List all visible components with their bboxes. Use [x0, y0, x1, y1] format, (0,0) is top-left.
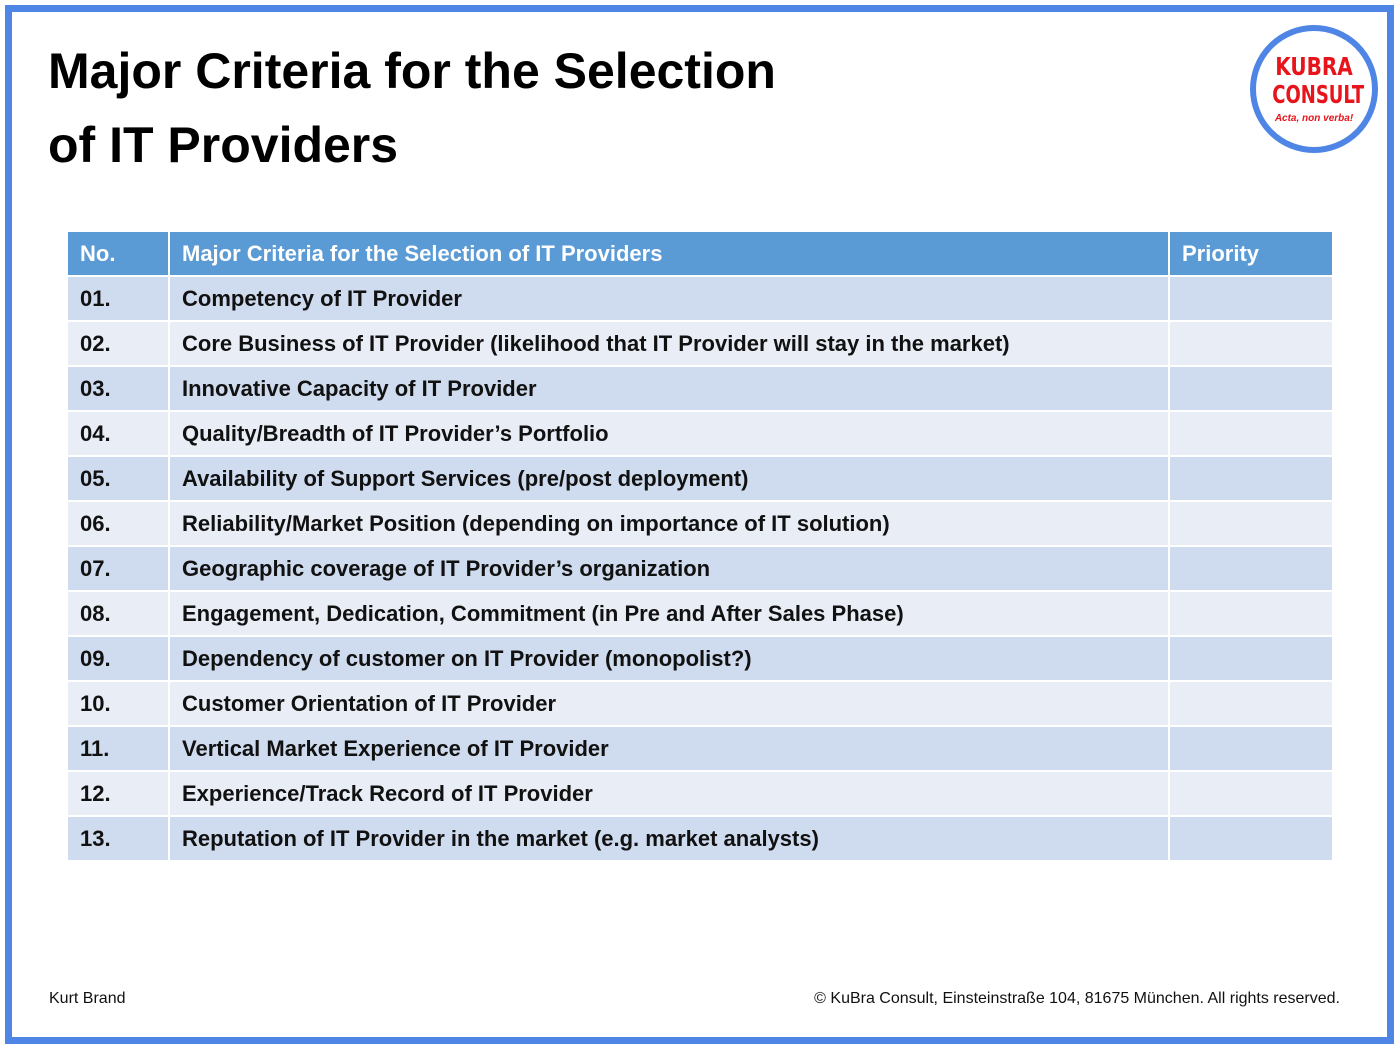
column-header: No. [66, 230, 170, 277]
criterion: Core Business of IT Provider (likelihood… [168, 320, 1170, 367]
priority-cell [1168, 545, 1334, 592]
column-header: Major Criteria for the Selection of IT P… [168, 230, 1170, 277]
table-row: 06. Reliability/Market Position (dependin… [66, 500, 1334, 547]
criterion: Availability of Support Services (pre/po… [168, 455, 1170, 502]
criterion: Geographic coverage of IT Provider’s org… [168, 545, 1170, 592]
logo-text: KUBRA [1275, 52, 1353, 81]
table-row: 01. Competency of IT Provider [66, 275, 1334, 322]
priority-cell [1168, 410, 1334, 457]
priority-cell [1168, 365, 1334, 412]
table-row: 08. Engagement, Dedication, Commitment (i… [66, 590, 1334, 637]
priority-cell [1168, 275, 1334, 322]
criterion: Dependency of customer on IT Provider (m… [168, 635, 1170, 682]
row-number: 09. [66, 635, 170, 682]
priority-cell [1168, 500, 1334, 547]
footer-author: Kurt Brand [49, 990, 126, 1007]
criterion: Innovative Capacity of IT Provider [168, 365, 1170, 412]
criterion: Reputation of IT Provider in the market … [168, 815, 1170, 862]
priority-cell [1168, 320, 1334, 367]
table-row: 04. Quality/Breadth of IT Provider’s Port… [66, 410, 1334, 457]
footer-copyright: © KuBra Consult, Einsteinstraße 104, 816… [814, 990, 1340, 1007]
priority-cell [1168, 725, 1334, 772]
row-number: 13. [66, 815, 170, 862]
criterion: Engagement, Dedication, Commitment (in P… [168, 590, 1170, 637]
table-row: 05. Availability of Support Services (pre… [66, 455, 1334, 502]
criterion: Customer Orientation of IT Provider [168, 680, 1170, 727]
row-number: 10. [66, 680, 170, 727]
row-number: 11. [66, 725, 170, 772]
criterion: Quality/Breadth of IT Provider’s Portfol… [168, 410, 1170, 457]
table-row: 12. Experience/Track Record of IT Provide… [66, 770, 1334, 817]
row-number: 08. [66, 590, 170, 637]
table-row: 13. Reputation of IT Provider in the mark… [66, 815, 1334, 862]
priority-cell [1168, 590, 1334, 637]
row-number: 05. [66, 455, 170, 502]
logo-text: CONSULT [1272, 80, 1365, 109]
criterion: Reliability/Market Position (depending o… [168, 500, 1170, 547]
priority-cell [1168, 455, 1334, 502]
table-row: 11. Vertical Market Experience of IT Prov… [66, 725, 1334, 772]
priority-cell [1168, 680, 1334, 727]
criteria-table: No. Major Criteria for the Selection of … [66, 230, 1334, 862]
header-row: No. Major Criteria for the Selection of … [66, 230, 1334, 277]
row-number: 04. [66, 410, 170, 457]
priority-cell [1168, 635, 1334, 682]
criterion: Experience/Track Record of IT Provider [168, 770, 1170, 817]
column-header: Priority [1168, 230, 1334, 277]
logo-motto: Acta, non verba! [1274, 113, 1354, 124]
table-row: 10. Customer Orientation of IT Provider [66, 680, 1334, 727]
row-number: 02. [66, 320, 170, 367]
table-row: 03. Innovative Capacity of IT Provider [66, 365, 1334, 412]
table-row: 07. Geographic coverage of IT Provider’s … [66, 545, 1334, 592]
row-number: 03. [66, 365, 170, 412]
row-number: 12. [66, 770, 170, 817]
priority-cell [1168, 815, 1334, 862]
row-number: 07. [66, 545, 170, 592]
criterion: Competency of IT Provider [168, 275, 1170, 322]
title: Major Criteria for the Selection of IT P… [48, 43, 776, 173]
priority-cell [1168, 770, 1334, 817]
table-row: 09. Dependency of customer on IT Provider… [66, 635, 1334, 682]
row-number: 01. [66, 275, 170, 322]
criterion: Vertical Market Experience of IT Provide… [168, 725, 1170, 772]
slide-frame: Major Criteria for the Selection of IT P… [5, 5, 1394, 1044]
logo: KUBRA CONSULT Acta, non verba! [1250, 25, 1378, 153]
row-number: 06. [66, 500, 170, 547]
table-row: 02. Core Business of IT Provider (likelih… [66, 320, 1334, 367]
